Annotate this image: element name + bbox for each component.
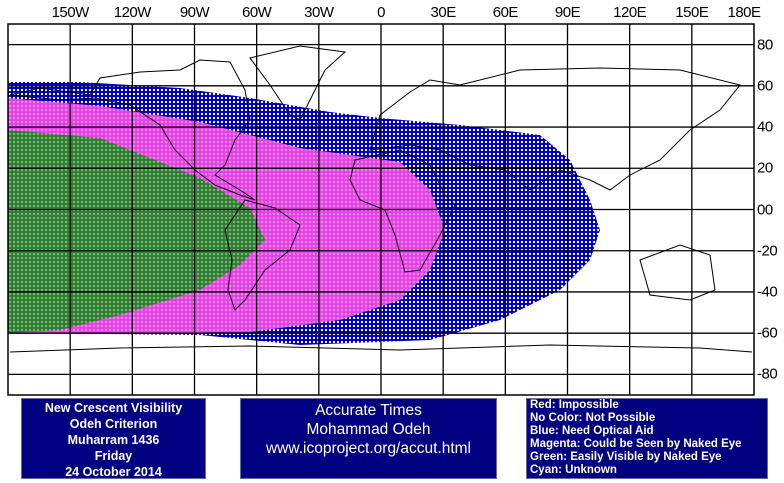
- info-criterion: Odeh Criterion: [69, 417, 158, 431]
- credit-panel: Accurate Times Mohammad Odeh www.icoproj…: [240, 398, 497, 479]
- longitude-label: 150E: [675, 4, 709, 21]
- latitude-label: -40: [757, 283, 778, 301]
- credit-url: www.icoproject.org/accut.html: [265, 440, 472, 457]
- latitude-label: -60: [757, 324, 778, 342]
- longitude-label: 30W: [304, 4, 334, 21]
- africa-outline: [349, 149, 456, 273]
- longitude-label: 30E: [430, 4, 457, 21]
- info-title: New Crescent Visibility: [44, 401, 183, 415]
- info-month: Muharram 1436: [67, 433, 160, 447]
- latitude-label: 20: [757, 159, 773, 177]
- legend-blue: Blue: Need Optical Aid: [530, 425, 654, 437]
- legend-green: Green: Easily Visible by Naked Eye: [530, 451, 722, 463]
- longitude-label: 90E: [554, 4, 581, 21]
- longitude-label: 120E: [613, 4, 647, 21]
- longitude-label: 180E: [727, 4, 761, 21]
- latitude-label: -80: [757, 365, 778, 383]
- australia-outline: [639, 244, 716, 301]
- legend-magenta: Magenta: Could be Seen by Naked Eye: [530, 438, 742, 450]
- graticule: [8, 24, 754, 395]
- visibility-map: [7, 23, 755, 396]
- legend-no-color: No Color: Not Possible: [530, 412, 656, 424]
- credit-org: Accurate Times: [315, 402, 422, 419]
- legend-red: Red: Impossible: [530, 399, 619, 411]
- longitude-label: 150W: [51, 4, 90, 21]
- longitude-label: 120W: [113, 4, 152, 21]
- latitude-label: -20: [757, 242, 778, 260]
- info-date: 24 October 2014: [65, 465, 162, 479]
- map-frame: [7, 23, 755, 396]
- eurasia-outline: [369, 67, 741, 191]
- south-america-outline: [224, 199, 301, 311]
- longitude-label: 90W: [179, 4, 210, 21]
- longitude-label: 0: [377, 4, 385, 21]
- latitude-label: 80: [757, 36, 773, 54]
- antarctica-outline: [9, 344, 753, 353]
- latitude-label: 00: [757, 201, 773, 218]
- north-america-outline: [9, 59, 256, 201]
- longitude-label: 60W: [241, 4, 272, 21]
- credit-author: Mohammad Odeh: [306, 421, 431, 438]
- longitude-label: 60E: [492, 4, 519, 21]
- info-panel: New Crescent Visibility Odeh Criterion M…: [21, 398, 206, 479]
- latitude-label: 40: [757, 118, 773, 136]
- green-zone-easily-visible: [8, 130, 265, 333]
- legend-panel: Red: Impossible No Color: Not Possible B…: [526, 398, 768, 479]
- coastlines: [9, 45, 753, 353]
- legend-cyan: Cyan: Unknown: [530, 464, 617, 476]
- info-weekday: Friday: [94, 449, 133, 463]
- greenland-outline: [249, 45, 347, 121]
- latitude-label: 60: [757, 77, 773, 95]
